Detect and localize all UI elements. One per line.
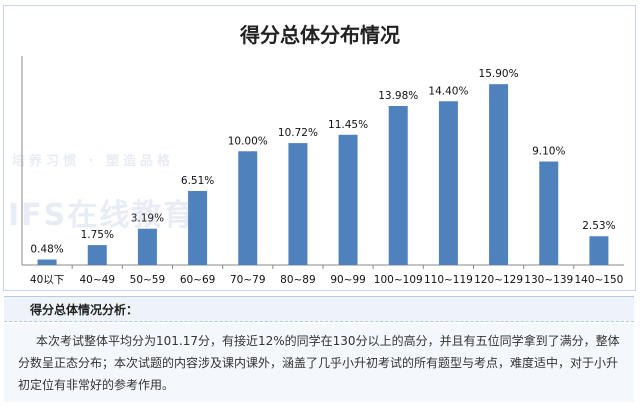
x-tick-label: 40~49 bbox=[79, 274, 115, 286]
x-tick-label: 130~139 bbox=[524, 274, 573, 286]
bar bbox=[87, 245, 107, 265]
x-tick-label: 110~119 bbox=[424, 274, 473, 286]
bar bbox=[589, 236, 609, 265]
x-tick-label: 120~129 bbox=[474, 274, 523, 286]
data-label: 6.51% bbox=[181, 175, 214, 187]
data-label: 10.00% bbox=[228, 135, 268, 147]
bar bbox=[388, 106, 408, 265]
bar bbox=[489, 84, 509, 266]
data-label: 2.53% bbox=[582, 220, 615, 232]
bar bbox=[188, 190, 208, 265]
data-label: 13.98% bbox=[378, 90, 418, 102]
data-label: 11.45% bbox=[328, 119, 368, 131]
x-tick-label: 40以下 bbox=[30, 274, 64, 286]
chart-title: 得分总体分布情况 bbox=[239, 23, 400, 47]
data-label: 3.19% bbox=[131, 213, 164, 225]
analysis-header: 得分总体情况分析： bbox=[4, 296, 634, 322]
bar-chart: 得分总体分布情况 0.48% 40以下 1.75% 40~49 3.19% 50~59 6.5… bbox=[21, 23, 624, 286]
analysis-text: 本次考试整体平均分为101.17分，有接近12%的同学在130分以上的高分，并且… bbox=[4, 324, 634, 402]
x-tick-label: 140~150 bbox=[574, 274, 623, 286]
bar bbox=[37, 259, 57, 265]
x-tick-label: 100~109 bbox=[374, 274, 423, 286]
analysis-title: 得分总体情况分析： bbox=[30, 303, 139, 317]
bar bbox=[438, 101, 458, 265]
bar bbox=[137, 228, 157, 265]
x-tick-label: 50~59 bbox=[130, 274, 166, 286]
bar bbox=[338, 134, 358, 265]
x-tick-label: 60~69 bbox=[180, 274, 216, 286]
data-label: 10.72% bbox=[278, 127, 318, 139]
data-label: 14.40% bbox=[428, 85, 468, 97]
bar bbox=[238, 151, 258, 265]
data-label: 15.90% bbox=[479, 68, 519, 80]
chart-frame: 得分总体分布情况 0.48% 40以下 1.75% 40~49 3.19% 50~59 6.5… bbox=[3, 5, 636, 291]
data-label: 9.10% bbox=[532, 146, 565, 158]
bar bbox=[539, 161, 559, 265]
data-label: 0.48% bbox=[30, 244, 63, 256]
x-tick-label: 70~79 bbox=[230, 274, 266, 286]
x-tick-label: 80~89 bbox=[280, 274, 316, 286]
x-tick-label: 90~99 bbox=[330, 274, 366, 286]
bar bbox=[288, 143, 308, 265]
data-label: 1.75% bbox=[81, 229, 114, 241]
